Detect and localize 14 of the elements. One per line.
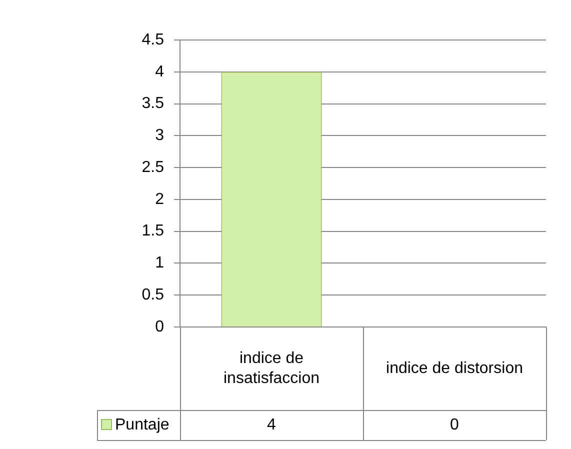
- y-tick-label: 1: [155, 254, 164, 272]
- y-tick-label: 0: [155, 318, 164, 336]
- y-tick-label: 1.5: [142, 222, 164, 240]
- x-tick-label: indice de insatisfaccion: [223, 350, 320, 387]
- y-tick-label: 3.5: [142, 95, 164, 112]
- data-label: 4: [267, 416, 276, 434]
- y-tick-label: 0.5: [142, 286, 164, 304]
- y-tick-label: 4: [155, 63, 164, 80]
- y-tick-label: 4.5: [142, 31, 164, 48]
- x-tick-label: indice de distorsion: [386, 360, 523, 377]
- y-tick-label: 2: [155, 190, 164, 208]
- y-tick-label: 3: [155, 127, 164, 144]
- y-tick-label: 2.5: [142, 158, 164, 176]
- data-label: 0: [450, 416, 460, 434]
